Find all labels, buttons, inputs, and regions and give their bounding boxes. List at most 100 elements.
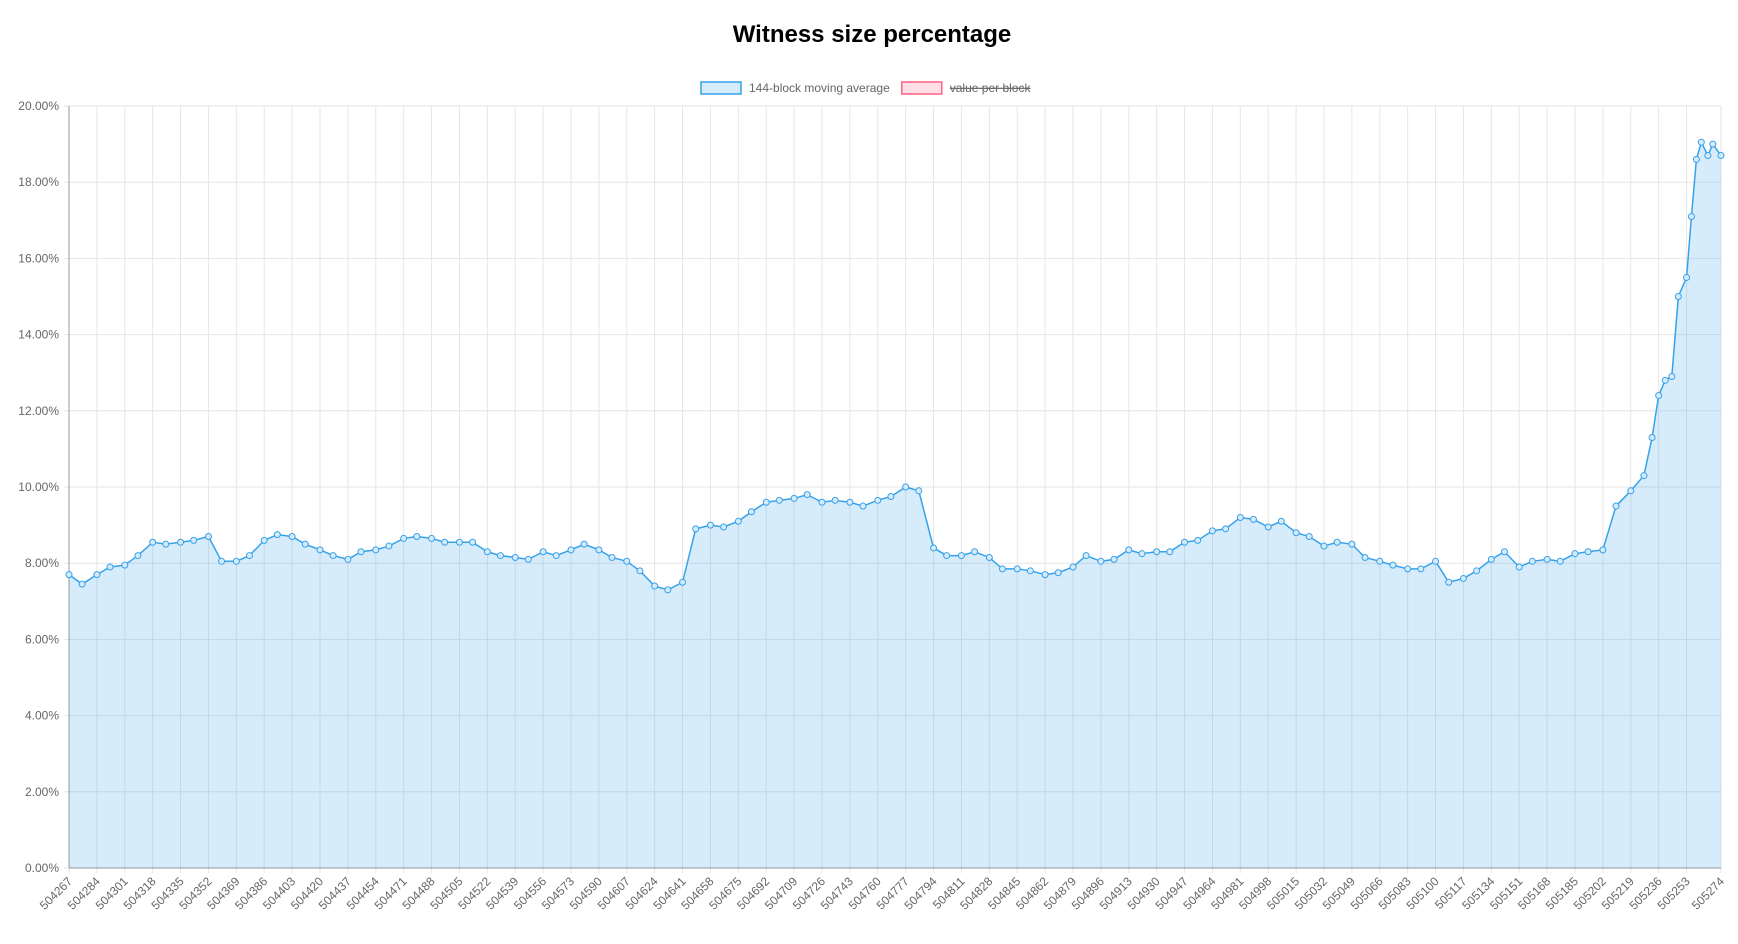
point	[1687, 212, 1695, 220]
point	[245, 552, 253, 560]
point	[1487, 555, 1495, 563]
area	[69, 142, 1721, 868]
point	[539, 548, 547, 556]
point	[1661, 376, 1669, 384]
point	[1389, 561, 1397, 569]
point	[595, 546, 603, 554]
y-tick-label: 10.00%	[18, 480, 59, 494]
point	[1473, 567, 1481, 575]
point	[1054, 569, 1062, 577]
point	[580, 540, 588, 548]
point	[902, 483, 910, 491]
point	[1153, 548, 1161, 556]
point	[998, 565, 1006, 573]
point	[1026, 567, 1034, 575]
point	[1292, 529, 1300, 537]
point	[385, 542, 393, 550]
point	[1041, 571, 1049, 579]
point	[1500, 548, 1508, 556]
point	[1194, 536, 1202, 544]
point	[428, 534, 436, 542]
point	[1627, 487, 1635, 495]
point	[1674, 293, 1682, 300]
point	[831, 496, 839, 504]
point	[608, 553, 616, 561]
point	[1697, 138, 1705, 146]
point	[1556, 557, 1564, 565]
point	[790, 494, 798, 502]
y-tick-label: 12.00%	[18, 404, 59, 418]
point	[859, 502, 867, 510]
point	[1445, 578, 1453, 586]
point	[1082, 552, 1090, 560]
point	[1704, 152, 1712, 160]
point	[65, 571, 73, 579]
point	[1222, 525, 1230, 533]
point	[232, 557, 240, 565]
point	[1376, 557, 1384, 565]
point	[1236, 513, 1244, 521]
legend-swatch	[901, 81, 943, 95]
point	[483, 548, 491, 556]
point	[1404, 565, 1412, 573]
point	[1515, 563, 1523, 571]
chart-title: Witness size percentage	[733, 21, 1012, 48]
y-tick-label: 4.00%	[25, 709, 59, 723]
point	[1305, 533, 1313, 541]
point	[1348, 540, 1356, 548]
point	[706, 521, 714, 529]
point	[1361, 553, 1369, 561]
point	[469, 538, 477, 546]
y-tick-label: 8.00%	[25, 556, 59, 570]
point	[985, 553, 993, 561]
point	[1333, 538, 1341, 546]
legend-label[interactable]: 144-block moving average	[749, 81, 890, 95]
y-tick-label: 20.00%	[18, 99, 59, 113]
point	[1640, 472, 1648, 480]
point	[651, 582, 659, 590]
point	[1692, 155, 1700, 163]
point	[734, 517, 742, 525]
point	[413, 533, 421, 541]
point	[455, 538, 463, 546]
point	[1709, 140, 1717, 148]
point	[874, 496, 882, 504]
point	[1097, 557, 1105, 565]
point	[803, 491, 811, 499]
point	[636, 567, 644, 575]
point	[190, 536, 198, 544]
point	[1668, 373, 1676, 381]
point	[720, 523, 728, 531]
point	[1125, 546, 1133, 554]
y-tick-label: 16.00%	[18, 251, 59, 265]
point	[496, 552, 504, 560]
point	[218, 557, 226, 565]
point	[1432, 557, 1440, 565]
point	[329, 552, 337, 560]
point	[93, 571, 101, 579]
point	[567, 546, 575, 554]
point	[775, 496, 783, 504]
point	[288, 533, 296, 541]
point	[1069, 563, 1077, 571]
point	[260, 536, 268, 544]
y-tick-label: 0.00%	[25, 861, 59, 875]
point	[273, 531, 281, 539]
point	[915, 487, 923, 495]
point	[1249, 515, 1257, 523]
point	[1013, 565, 1021, 573]
point	[316, 546, 324, 554]
point	[943, 552, 951, 560]
y-tick-label: 6.00%	[25, 632, 59, 646]
point	[1417, 565, 1425, 573]
point	[1166, 548, 1174, 556]
point	[957, 552, 965, 560]
point	[301, 540, 309, 548]
point	[762, 498, 770, 506]
point	[78, 580, 86, 588]
point	[1277, 517, 1285, 525]
point	[1208, 527, 1216, 535]
legend-label[interactable]: value per block	[950, 81, 1032, 95]
